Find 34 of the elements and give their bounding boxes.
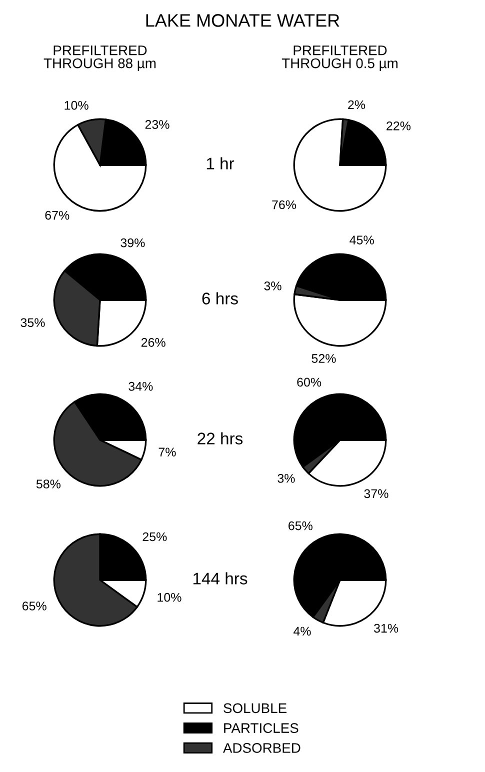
legend-label: SOLUBLE <box>224 703 286 714</box>
data-label: 34% <box>128 382 153 391</box>
data-label: 65% <box>288 521 312 530</box>
data-label: 4% <box>293 626 311 636</box>
text: 1 hr <box>206 157 234 170</box>
data-label: 2% <box>348 100 366 110</box>
chart-title: LAKE MONATE WATER <box>146 14 340 27</box>
text: 144 hrs <box>193 572 248 584</box>
data-label: 35% <box>20 318 45 328</box>
text: 6 hrs <box>202 292 238 304</box>
data-label: 7% <box>158 448 176 456</box>
data-label: 76% <box>272 200 296 210</box>
text: 22 hrs <box>198 432 243 444</box>
data-label: 60% <box>297 378 322 387</box>
data-label: 26% <box>141 338 166 347</box>
data-label: 52% <box>312 354 336 363</box>
data-label: 39% <box>120 238 145 248</box>
legend-label: ADSORBED <box>222 743 300 753</box>
legend-label: PARTICLES <box>224 723 298 734</box>
data-label: 45% <box>350 236 374 244</box>
data-label: 31% <box>374 624 398 633</box>
data-label: 3% <box>278 474 295 483</box>
data-label: 10% <box>158 592 182 602</box>
data-label: 22% <box>386 121 411 130</box>
data-label: 25% <box>142 532 167 542</box>
data-label: 67% <box>45 210 70 220</box>
data-label: 58% <box>36 480 60 488</box>
chart-subtitle: PREFILTERED THROUGH 0.5 µm <box>282 46 398 71</box>
data-label: 10% <box>64 100 88 110</box>
data-label: 65% <box>22 602 46 610</box>
chart-subtitle: PREFILTERED THROUGH 88 µm <box>44 46 156 71</box>
data-label: 23% <box>145 120 170 129</box>
data-label: 3% <box>264 281 282 290</box>
data-label: 37% <box>364 489 388 498</box>
